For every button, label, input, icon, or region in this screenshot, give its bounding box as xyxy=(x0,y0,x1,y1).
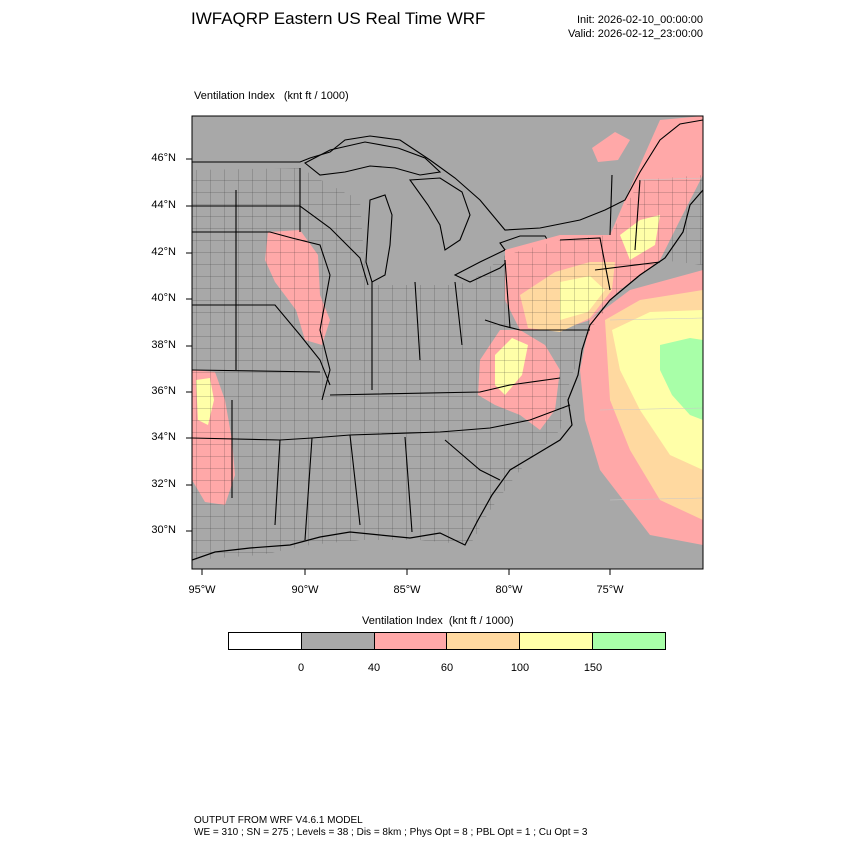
field-atlantic-green xyxy=(660,338,703,420)
colorbar-segment xyxy=(447,633,521,649)
valid-time: Valid: 2026-02-12_23:00:00 xyxy=(568,28,703,40)
canada-border xyxy=(192,119,703,231)
colorbar-tick: 40 xyxy=(367,662,381,674)
county-grid xyxy=(192,168,703,560)
colorbar-tick: 150 xyxy=(583,662,603,674)
model-info-line2: WE = 310 ; SN = 275 ; Levels = 38 ; Dis … xyxy=(194,827,588,838)
lon-label-80w: 80°W xyxy=(495,584,523,596)
lat-label-36n: 36°N xyxy=(151,385,176,397)
colorbar-tick: 100 xyxy=(510,662,530,674)
lat-label-44n: 44°N xyxy=(151,199,176,211)
lake-huron xyxy=(408,177,471,251)
lat-label-32n: 32°N xyxy=(151,478,176,490)
lake-michigan xyxy=(365,194,393,283)
lon-label-90w: 90°W xyxy=(291,584,319,596)
graticule xyxy=(599,177,703,501)
lon-label-85w: 85°W xyxy=(393,584,421,596)
field-label: Ventilation Index (knt ft / 1000) xyxy=(194,90,349,102)
coastline xyxy=(192,189,703,561)
lat-label-34n: 34°N xyxy=(151,431,176,443)
lat-label-38n: 38°N xyxy=(151,339,176,351)
lat-label-30n: 30°N xyxy=(151,524,176,536)
lat-label-42n: 42°N xyxy=(151,246,176,258)
lat-label-40n: 40°N xyxy=(151,292,176,304)
colorbar xyxy=(228,632,666,650)
colorbar-tick: 0 xyxy=(297,662,305,674)
axis-ticks xyxy=(186,158,611,575)
lat-label-46n: 46°N xyxy=(151,152,176,164)
init-time: Init: 2026-02-10_00:00:00 xyxy=(577,14,703,26)
colorbar-segment xyxy=(593,633,665,649)
lon-label-95w: 95°W xyxy=(188,584,216,596)
colorbar-segment xyxy=(301,633,375,649)
state-boundaries xyxy=(192,168,661,541)
field-canada-pink xyxy=(592,132,630,162)
colorbar-tick: 60 xyxy=(440,662,454,674)
lon-label-75w: 75°W xyxy=(596,584,624,596)
time-info: Init: 2026-02-10_00:00:00 Valid: 2026-02… xyxy=(568,13,703,41)
map-plot-area xyxy=(192,116,703,569)
map-frame xyxy=(191,115,704,570)
colorbar-segment xyxy=(520,633,594,649)
colorbar-segment xyxy=(374,633,448,649)
lake-superior xyxy=(303,141,442,176)
colorbar-title: Ventilation Index (knt ft / 1000) xyxy=(362,615,514,627)
map-title: IWFAQRP Eastern US Real Time WRF xyxy=(191,9,486,28)
model-info: OUTPUT FROM WRF V4.6.1 MODEL WE = 310 ; … xyxy=(194,815,587,839)
model-info-line1: OUTPUT FROM WRF V4.6.1 MODEL xyxy=(194,815,363,826)
colorbar-segment xyxy=(229,633,302,649)
